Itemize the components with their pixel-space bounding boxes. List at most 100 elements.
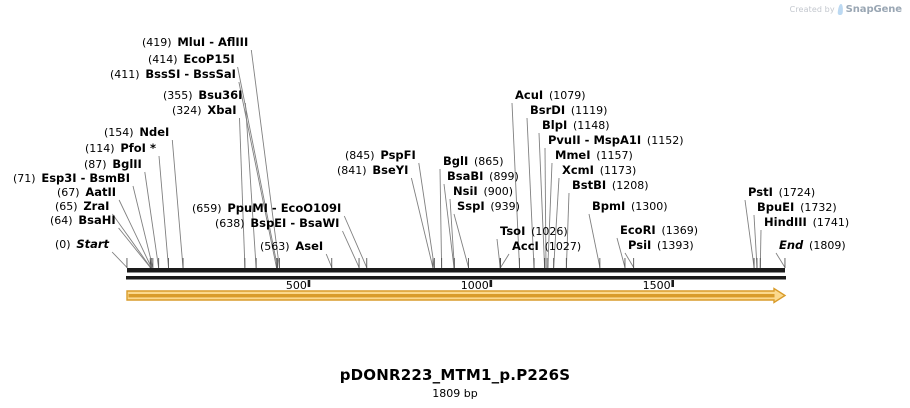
site-tick-xbai xyxy=(244,258,246,268)
site-position: (563) xyxy=(260,240,290,253)
enzyme-site-label-blpi[interactable]: BlpI (1148) xyxy=(542,118,610,133)
site-enzyme-name: BsaBI xyxy=(447,169,484,183)
enzyme-site-label-psii[interactable]: PsiI (1393) xyxy=(628,239,694,253)
site-enzyme-name: AcuI xyxy=(515,88,544,102)
enzyme-site-label-sspi[interactable]: SspI (939) xyxy=(457,199,520,214)
site-position: (411) xyxy=(110,68,140,81)
enzyme-site-label-esp3i[interactable]: (71) Esp3I - BsmBI xyxy=(13,172,130,186)
site-enzyme-name: SspI xyxy=(457,199,485,213)
site-tick-nsii xyxy=(453,258,455,268)
site-enzyme-name: BspEI xyxy=(250,216,287,230)
enzyme-site-label-bsrdi[interactable]: BsrDI (1119) xyxy=(530,103,607,118)
site-enzyme-name: BglI xyxy=(443,154,469,168)
enzyme-site-label-ppumi[interactable]: (659) PpuMI - EcoO109I xyxy=(192,201,342,216)
site-enzyme-name: BlpI xyxy=(542,118,568,132)
snapgene-watermark: Created by SnapGene xyxy=(790,3,902,16)
enzyme-site-label-psti[interactable]: PstI (1724) xyxy=(748,185,815,200)
site-position: (65) xyxy=(55,200,78,213)
site-tick-bsrdi xyxy=(533,258,535,268)
enzyme-site-label-zrai[interactable]: (65) ZraI xyxy=(55,200,109,214)
site-tick-acci xyxy=(500,258,501,268)
leader-line-xbai xyxy=(239,117,246,268)
enzyme-site-label-pfoi[interactable]: (114) PfoI * xyxy=(85,142,156,156)
site-position: (1173) xyxy=(599,164,637,177)
leader-line-ecop15i xyxy=(237,66,279,268)
site-enzyme-name: AseI xyxy=(295,239,324,253)
ruler-tick xyxy=(671,280,675,287)
site-enzyme-name: BsaHI xyxy=(78,213,116,227)
enzyme-site-label-acci[interactable]: AccI (1027) xyxy=(512,240,581,254)
leader-line-bsahi xyxy=(118,227,151,268)
site-tick-mmei xyxy=(547,258,549,268)
enzyme-site-label-end[interactable]: End (1809) xyxy=(779,239,846,253)
enzyme-site-label-bsssi[interactable]: (411) BssSI - BssSaI xyxy=(110,67,236,82)
enzyme-site-label-tsoi[interactable]: TsoI (1026) xyxy=(500,225,568,239)
enzyme-site-label-bsabi[interactable]: BsaBI (899) xyxy=(447,169,519,184)
plasmid-name: pDONR223_MTM1_p.P226S xyxy=(339,366,571,384)
leader-line-mmei xyxy=(547,162,553,268)
enzyme-site-label-nsii[interactable]: NsiI (900) xyxy=(453,185,513,199)
site-tick-bsu36i xyxy=(255,258,257,268)
enzyme-site-label-hindiii[interactable]: HindIII (1741) xyxy=(764,216,850,230)
site-enzyme-name: PstI xyxy=(748,185,773,199)
enzyme-site-label-ecori[interactable]: EcoRI (1369) xyxy=(620,224,698,238)
leader-line-bglii xyxy=(144,171,160,268)
site-enzyme-name: Start xyxy=(76,237,110,251)
site-position: (114) xyxy=(85,142,115,155)
leader-line-esp3i xyxy=(132,185,154,268)
leader-line-aatii xyxy=(118,199,152,268)
enzyme-site-label-bgli[interactable]: BglI (865) xyxy=(443,154,504,169)
site-enzyme-name-alt: EcoO109I xyxy=(280,201,342,215)
site-position: (899) xyxy=(489,170,519,183)
enzyme-site-label-bspei[interactable]: (638) BspEI - BsaWI xyxy=(215,216,340,231)
enzyme-site-label-ndei[interactable]: (154) NdeI xyxy=(104,126,169,140)
site-position: (0) xyxy=(55,238,71,251)
enzyme-site-label-bsu36i[interactable]: (355) Bsu36I xyxy=(163,89,242,103)
leader-line-asei xyxy=(325,253,333,268)
enzyme-site-label-acui[interactable]: AcuI (1079) xyxy=(515,88,586,103)
enzyme-site-label-bpmi[interactable]: BpmI (1300) xyxy=(592,200,668,214)
site-tick-xcmi xyxy=(553,258,555,268)
enzyme-site-label-bglii[interactable]: (87) BglII xyxy=(84,158,142,172)
ruler-axis xyxy=(307,280,675,287)
site-position: (67) xyxy=(57,186,80,199)
enzyme-site-label-pspfi[interactable]: (845) PspFI xyxy=(345,149,416,163)
enzyme-name-separator: - xyxy=(180,67,194,81)
enzyme-site-label-bpuei[interactable]: BpuEI (1732) xyxy=(757,201,837,215)
site-position: (355) xyxy=(163,89,193,102)
site-tick-zrai xyxy=(150,258,152,268)
enzyme-site-label-xcmi[interactable]: XcmI (1173) xyxy=(562,164,637,178)
site-tick-end xyxy=(784,258,786,268)
enzyme-site-label-bseyi[interactable]: (841) BseYI xyxy=(337,164,408,178)
enzyme-site-label-xbai[interactable]: (324) XbaI xyxy=(172,104,236,118)
enzyme-site-label-asei[interactable]: (563) AseI xyxy=(260,239,324,254)
site-position: (1157) xyxy=(596,149,633,162)
site-tick-blpi xyxy=(544,258,545,268)
site-position: (1300) xyxy=(631,200,668,213)
enzyme-site-label-ecop15i[interactable]: (414) EcoP15I xyxy=(148,53,235,67)
orf-arrow-center-line xyxy=(128,294,775,298)
enzyme-site-label-mlui[interactable]: (419) MluI - AflIII xyxy=(142,36,248,50)
backbone-upper-bar xyxy=(127,268,785,273)
leader-line-nsii xyxy=(449,198,455,268)
site-tick-ppumi xyxy=(366,258,368,268)
site-position: (1809) xyxy=(809,239,846,252)
backbone-lower-bar xyxy=(126,276,786,280)
enzyme-site-label-pvuii[interactable]: PvuII - MspA1I (1152) xyxy=(548,134,683,148)
leader-line-acci xyxy=(500,253,510,268)
site-enzyme-name-alt: BsaWI xyxy=(299,216,340,230)
site-tick-ecop15i xyxy=(277,258,278,268)
orf-arrow[interactable] xyxy=(126,287,787,304)
enzyme-site-label-aatii[interactable]: (67) AatII xyxy=(57,186,116,200)
site-position: (1741) xyxy=(812,216,850,229)
enzyme-site-label-bsahi[interactable]: (64) BsaHI xyxy=(50,213,116,228)
site-position: (154) xyxy=(104,126,134,139)
site-tick-esp3i xyxy=(152,258,154,268)
enzyme-site-label-bstbi[interactable]: BstBI (1208) xyxy=(572,179,648,193)
enzyme-site-label-start[interactable]: (0) Start xyxy=(55,237,110,252)
enzyme-name-separator: - xyxy=(286,216,300,230)
enzyme-site-label-mmei[interactable]: MmeI (1157) xyxy=(555,149,633,163)
site-tick-psii xyxy=(633,258,635,268)
leader-line-xcmi xyxy=(553,177,560,268)
site-enzyme-name: BsrDI xyxy=(530,103,566,117)
